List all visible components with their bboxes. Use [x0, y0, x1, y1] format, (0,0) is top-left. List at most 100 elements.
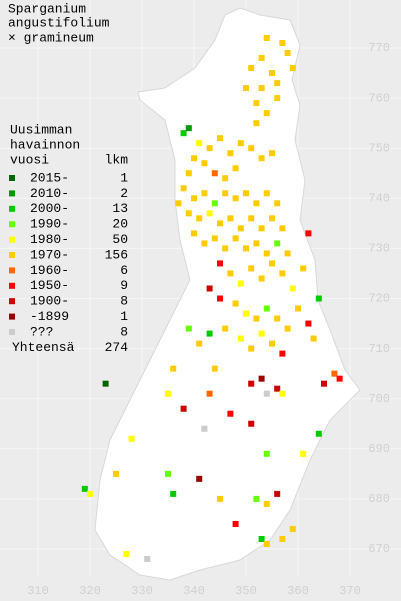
x-tick-label: 320 — [79, 584, 101, 598]
observation — [232, 195, 239, 202]
legend-swatch — [9, 298, 15, 305]
legend-col2: lkm — [105, 152, 129, 167]
legend-count: 156 — [105, 247, 128, 262]
observation — [191, 230, 197, 237]
observation — [305, 320, 312, 327]
legend-label: 1990- — [30, 217, 69, 232]
observation — [243, 245, 249, 252]
y-tick-label: 710 — [368, 342, 390, 356]
observation — [201, 160, 208, 167]
observation — [237, 280, 244, 287]
y-tick-label: 770 — [368, 41, 390, 55]
observation — [185, 325, 192, 332]
observation — [170, 365, 177, 372]
observation — [248, 215, 255, 222]
legend-label: 1970- — [30, 247, 69, 262]
observation — [206, 210, 213, 217]
observation — [201, 190, 208, 197]
observation — [253, 495, 260, 502]
observation — [315, 430, 322, 437]
x-tick-label: 340 — [183, 584, 205, 598]
legend-count: 8 — [120, 324, 128, 339]
legend-swatch — [9, 282, 15, 289]
observation — [222, 190, 229, 197]
observation — [331, 370, 338, 377]
observation — [211, 200, 218, 207]
legend-col1: vuosi — [10, 152, 49, 167]
observation — [191, 195, 197, 202]
observation — [87, 490, 93, 497]
observation — [170, 490, 177, 497]
y-tick-label: 750 — [368, 141, 390, 155]
observation — [227, 215, 234, 222]
y-tick-label: 760 — [368, 91, 390, 105]
observation — [258, 330, 265, 337]
observation — [217, 260, 223, 267]
observation — [232, 520, 239, 527]
legend-count: 50 — [112, 232, 128, 247]
y-tick-label: 730 — [368, 242, 390, 256]
observation — [196, 340, 203, 347]
observation — [258, 85, 265, 92]
observation — [144, 556, 151, 563]
observation — [175, 200, 182, 207]
observation — [237, 225, 244, 232]
legend-swatch — [9, 175, 15, 181]
observation — [180, 405, 187, 412]
observation — [263, 450, 270, 457]
observation — [113, 470, 119, 477]
observation — [196, 475, 203, 482]
observation — [269, 340, 275, 347]
x-tick-label: 330 — [131, 584, 153, 598]
observation — [258, 375, 265, 382]
observation — [274, 385, 281, 392]
legend-label: 2010- — [30, 186, 69, 201]
observation — [165, 470, 171, 477]
title-line: Sparganium — [8, 1, 86, 16]
x-tick-label: 310 — [27, 584, 49, 598]
x-tick-label: 350 — [235, 584, 257, 598]
observation — [243, 85, 249, 92]
observation — [310, 335, 317, 342]
legend-label: ??? — [30, 324, 53, 339]
observation — [217, 220, 223, 227]
observation — [237, 140, 244, 147]
observation — [263, 250, 270, 257]
legend-count: 2 — [120, 186, 128, 201]
title-line: × gramineum — [8, 30, 94, 45]
observation — [279, 270, 286, 277]
observation — [232, 235, 239, 242]
y-tick-label: 680 — [368, 492, 390, 506]
legend-count: 9 — [120, 278, 128, 293]
observation — [227, 270, 234, 277]
observation — [263, 190, 270, 197]
observation — [81, 485, 88, 492]
y-tick-label: 740 — [368, 191, 390, 205]
observation — [165, 390, 171, 397]
observation — [300, 450, 307, 457]
observation — [227, 150, 234, 157]
y-tick-label: 690 — [368, 442, 390, 456]
points — [81, 34, 343, 563]
observation — [279, 225, 286, 232]
observation — [279, 39, 286, 46]
total-label: Yhteensä — [12, 340, 75, 355]
observation — [274, 95, 281, 102]
observation — [201, 240, 208, 247]
observation — [274, 200, 281, 207]
observation — [274, 80, 281, 87]
observation — [185, 125, 192, 132]
observation — [269, 150, 275, 157]
observation — [274, 240, 281, 247]
observation — [217, 135, 223, 142]
observation — [263, 110, 270, 117]
observation — [211, 365, 218, 372]
legend-count: 8 — [120, 294, 128, 309]
legend: 2015- 1 2010- 2 2000- 13 1990- 20 1980- 50 1970- 15… — [9, 170, 128, 355]
observation — [248, 420, 255, 427]
observation — [243, 310, 249, 317]
legend-count: 1 — [120, 170, 128, 185]
observation — [102, 380, 109, 387]
observation — [253, 240, 260, 247]
